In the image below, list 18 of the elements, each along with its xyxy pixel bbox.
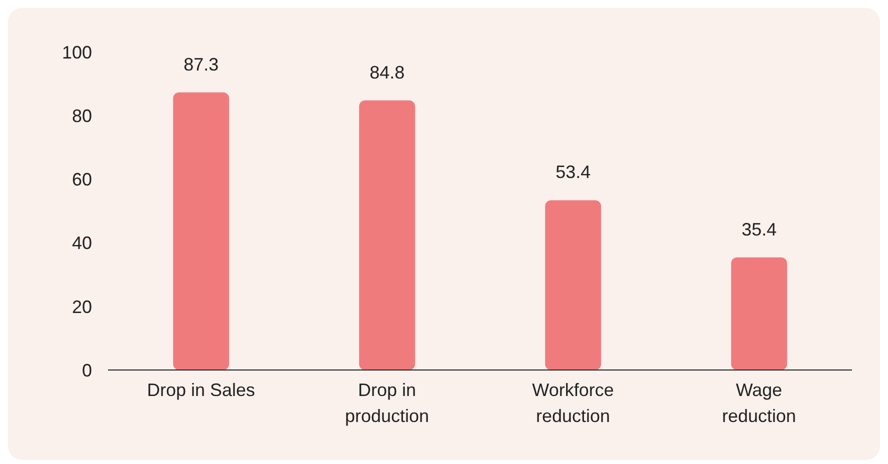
x-tick-label: Wage reduction (722, 380, 796, 426)
bar (359, 100, 416, 370)
data-label: 53.4 (556, 162, 591, 182)
bar (173, 92, 230, 370)
y-tick-label: 40 (72, 233, 92, 254)
y-tick-label: 60 (72, 170, 92, 190)
x-tick-label: Workforce reduction (532, 380, 614, 426)
bar (545, 200, 602, 370)
data-label: 35.4 (742, 219, 777, 240)
x-tick-label: Drop in production (344, 380, 430, 426)
data-label: 87.3 (184, 54, 219, 74)
y-tick-label: 100 (62, 42, 92, 62)
y-tick-label: 0 (82, 360, 92, 380)
bar (731, 257, 788, 370)
x-tick-label: Drop in Sales (146, 380, 256, 400)
data-label: 84.8 (370, 62, 405, 82)
y-tick-label: 80 (72, 106, 92, 126)
y-tick-label: 20 (72, 296, 92, 317)
